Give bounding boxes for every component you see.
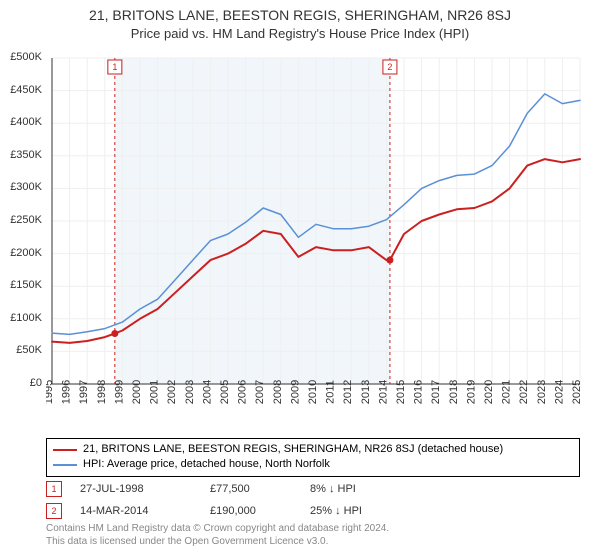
marker-price: £77,500 — [210, 483, 310, 495]
marker-date: 27-JUL-1998 — [80, 483, 210, 495]
svg-text:2001: 2001 — [149, 380, 161, 404]
marker-row: 1 27-JUL-1998 £77,500 8% ↓ HPI — [46, 478, 580, 500]
chart-subtitle: Price paid vs. HM Land Registry's House … — [0, 24, 600, 41]
svg-text:2013: 2013 — [360, 380, 372, 404]
svg-text:2020: 2020 — [483, 380, 495, 404]
legend-row: HPI: Average price, detached house, Nort… — [53, 457, 573, 472]
svg-text:2014: 2014 — [377, 380, 389, 404]
svg-text:1998: 1998 — [96, 380, 108, 404]
legend-swatch-hpi — [53, 464, 77, 466]
svg-text:2021: 2021 — [501, 380, 513, 404]
svg-text:2012: 2012 — [342, 380, 354, 404]
svg-text:2022: 2022 — [518, 380, 530, 404]
y-tick-label: £0 — [0, 377, 42, 389]
footer-attribution: Contains HM Land Registry data © Crown c… — [46, 522, 389, 548]
marker-delta: 8% ↓ HPI — [310, 483, 430, 495]
y-tick-label: £300K — [0, 181, 42, 193]
legend-label: HPI: Average price, detached house, Nort… — [83, 457, 330, 472]
svg-text:2: 2 — [387, 62, 392, 72]
marker-date: 14-MAR-2014 — [80, 505, 210, 517]
svg-text:2008: 2008 — [272, 380, 284, 404]
svg-text:2005: 2005 — [219, 380, 231, 404]
marker-badge-2: 2 — [46, 503, 62, 519]
svg-text:2023: 2023 — [536, 380, 548, 404]
svg-text:2015: 2015 — [395, 380, 407, 404]
y-tick-label: £200K — [0, 247, 42, 259]
svg-text:2004: 2004 — [201, 380, 213, 404]
y-tick-label: £450K — [0, 84, 42, 96]
legend-label: 21, BRITONS LANE, BEESTON REGIS, SHERING… — [83, 442, 503, 457]
svg-text:2016: 2016 — [413, 380, 425, 404]
legend-box: 21, BRITONS LANE, BEESTON REGIS, SHERING… — [46, 438, 580, 477]
footer-line-1: Contains HM Land Registry data © Crown c… — [46, 522, 389, 535]
svg-text:2018: 2018 — [448, 380, 460, 404]
svg-text:2017: 2017 — [430, 380, 442, 404]
legend-row: 21, BRITONS LANE, BEESTON REGIS, SHERING… — [53, 442, 573, 457]
svg-text:1996: 1996 — [61, 380, 73, 404]
y-tick-label: £150K — [0, 279, 42, 291]
chart-title: 21, BRITONS LANE, BEESTON REGIS, SHERING… — [0, 0, 600, 24]
svg-text:2025: 2025 — [571, 380, 583, 404]
y-tick-label: £250K — [0, 214, 42, 226]
y-tick-label: £50K — [0, 344, 42, 356]
marker-badge-1: 1 — [46, 481, 62, 497]
y-tick-label: £500K — [0, 51, 42, 63]
svg-text:2002: 2002 — [166, 380, 178, 404]
price-chart: 1995199619971998199920002001200220032004… — [46, 50, 590, 430]
marker-table: 1 27-JUL-1998 £77,500 8% ↓ HPI 2 14-MAR-… — [46, 478, 580, 522]
svg-text:1997: 1997 — [78, 380, 90, 404]
footer-line-2: This data is licensed under the Open Gov… — [46, 535, 389, 548]
marker-delta: 25% ↓ HPI — [310, 505, 430, 517]
svg-text:2010: 2010 — [307, 380, 319, 404]
svg-text:2000: 2000 — [131, 380, 143, 404]
svg-text:2024: 2024 — [553, 380, 565, 404]
svg-text:2003: 2003 — [184, 380, 196, 404]
svg-text:2019: 2019 — [465, 380, 477, 404]
marker-price: £190,000 — [210, 505, 310, 517]
svg-text:1: 1 — [112, 62, 117, 72]
svg-text:2011: 2011 — [325, 380, 337, 404]
y-tick-label: £400K — [0, 116, 42, 128]
marker-row: 2 14-MAR-2014 £190,000 25% ↓ HPI — [46, 500, 580, 522]
y-tick-label: £100K — [0, 312, 42, 324]
svg-text:2009: 2009 — [289, 380, 301, 404]
svg-text:2006: 2006 — [237, 380, 249, 404]
y-tick-label: £350K — [0, 149, 42, 161]
legend-swatch-property — [53, 449, 77, 451]
svg-text:1995: 1995 — [46, 380, 55, 404]
svg-text:2007: 2007 — [254, 380, 266, 404]
